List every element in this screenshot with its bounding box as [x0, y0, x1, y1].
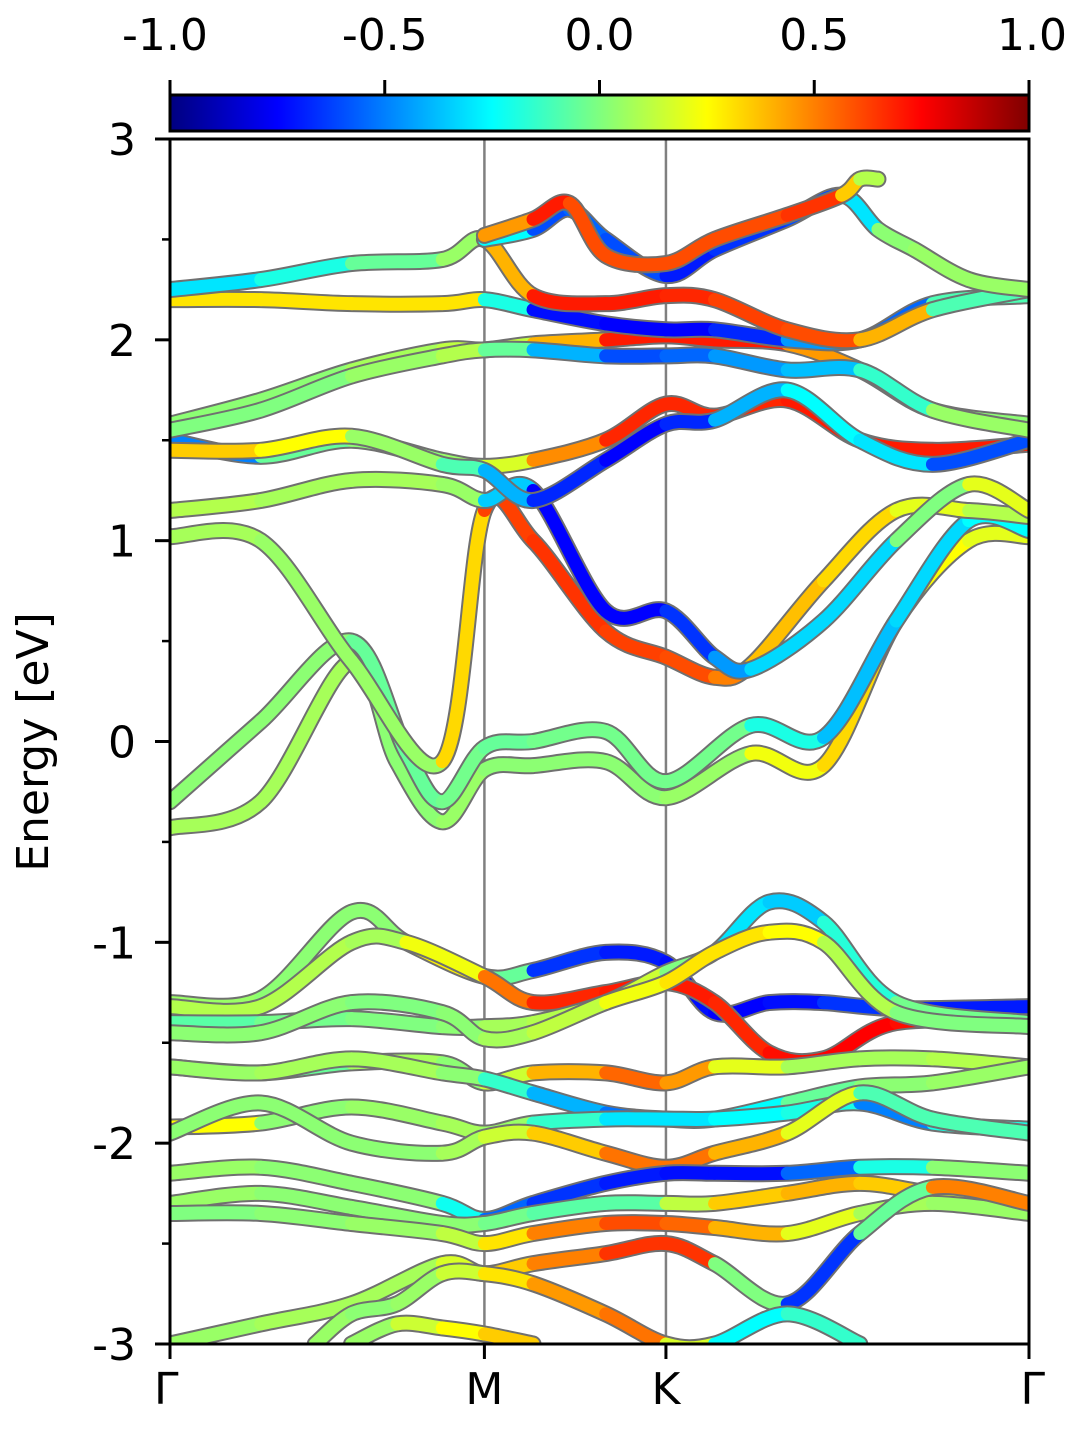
band-segment	[860, 1167, 933, 1168]
band-segment	[787, 1059, 860, 1067]
band-segment	[170, 1007, 261, 1012]
band-segment	[261, 541, 352, 662]
band-segment	[352, 304, 443, 305]
band-segment	[666, 355, 715, 356]
band-segment	[860, 1058, 933, 1059]
band-segment	[666, 329, 715, 330]
x-tick-label: Γ	[1020, 1364, 1045, 1415]
band-segment	[787, 1234, 860, 1304]
band-segment	[666, 1173, 715, 1174]
colorbar-tick-label: 0.0	[565, 10, 635, 61]
band-segment	[352, 260, 443, 264]
band-segment	[352, 1304, 397, 1314]
colorbar-tick-label: 1.0	[997, 10, 1067, 61]
band-segment	[606, 296, 666, 304]
band-segment	[715, 1264, 788, 1305]
colorbar: -1.0 -0.5 0.0 0.5 1.0	[122, 10, 1067, 131]
y-tick-label: 2	[108, 316, 136, 367]
band-segment	[533, 760, 606, 766]
band-segment	[666, 295, 715, 300]
y-axis-ticks: -3 -2 -1 0 1 2 3	[92, 115, 170, 1371]
band-segment	[606, 324, 666, 330]
band-segment	[397, 1323, 442, 1328]
colorbar-ticks: -1.0 -0.5 0.0 0.5 1.0	[122, 10, 1067, 95]
colorbar-tick-label: -1.0	[122, 10, 208, 61]
band-segment	[533, 1072, 606, 1073]
band-segment	[666, 420, 715, 424]
band-segment	[484, 349, 533, 350]
y-tick-label: 0	[108, 718, 136, 769]
band-segment	[606, 1153, 666, 1167]
x-tick-label: M	[465, 1364, 503, 1415]
band-segment	[170, 450, 261, 451]
band-segment	[606, 631, 666, 657]
band-segment	[606, 1223, 666, 1224]
band-segment	[769, 1002, 823, 1003]
y-tick-label: -1	[92, 918, 136, 969]
band-segment	[715, 1113, 788, 1119]
band-segment	[484, 742, 533, 748]
band-segment	[170, 1033, 261, 1035]
band-segment	[769, 931, 823, 942]
band-segment	[606, 1203, 666, 1204]
band-series	[170, 178, 1029, 1348]
band-segment	[352, 936, 406, 942]
band-segment	[170, 1213, 261, 1214]
band-segment	[932, 1067, 1029, 1083]
band-segment	[533, 1119, 606, 1123]
band-segment	[170, 1167, 261, 1173]
band-segment	[666, 611, 715, 657]
band-segment	[406, 942, 484, 976]
band-line	[170, 349, 1029, 430]
y-axis-label: Energy [eV]	[8, 612, 59, 872]
band-segment	[261, 264, 352, 280]
band-segment	[484, 1033, 533, 1040]
x-tick-label: K	[652, 1364, 682, 1415]
band-segment	[533, 1284, 606, 1314]
band-segment	[715, 1228, 788, 1235]
band-segment	[787, 1167, 860, 1173]
band-line	[484, 178, 878, 265]
band-segment	[484, 1132, 533, 1137]
band-segment	[352, 479, 443, 484]
band-segment	[666, 1224, 715, 1228]
colorbar-tick-label: -0.5	[342, 10, 428, 61]
y-tick-label: -3	[92, 1320, 136, 1371]
band-segment	[442, 484, 484, 500]
y-tick-label: 1	[108, 517, 136, 568]
band-segment	[666, 1203, 715, 1204]
plot-area: -3 -2 -1 0 1 2 3 Γ M K Γ Energy [eV]	[8, 115, 1045, 1415]
y-tick-label: 3	[108, 115, 136, 166]
x-tick-label: Γ	[154, 1364, 179, 1415]
band-segment	[533, 350, 606, 356]
band-line	[352, 1323, 534, 1344]
y-tick-label: -2	[92, 1119, 136, 1170]
band-segment	[787, 390, 860, 440]
band-segment	[715, 1066, 788, 1067]
band-segment	[787, 367, 860, 370]
band-segment	[715, 356, 788, 370]
band-segment	[170, 1067, 261, 1073]
band-segment	[261, 1193, 352, 1207]
colorbar-tick-label: 0.5	[779, 10, 849, 61]
band-segment	[769, 901, 823, 923]
colorbar-gradient	[170, 95, 1029, 131]
band-segment	[666, 1244, 715, 1264]
band-segment	[860, 370, 933, 410]
band-segment	[261, 300, 352, 304]
band-segment	[352, 1019, 443, 1027]
band-segment	[484, 765, 533, 770]
band-segment	[170, 721, 261, 801]
band-segment	[484, 239, 533, 295]
band-segment	[932, 1167, 1029, 1173]
band-segment	[860, 178, 878, 179]
